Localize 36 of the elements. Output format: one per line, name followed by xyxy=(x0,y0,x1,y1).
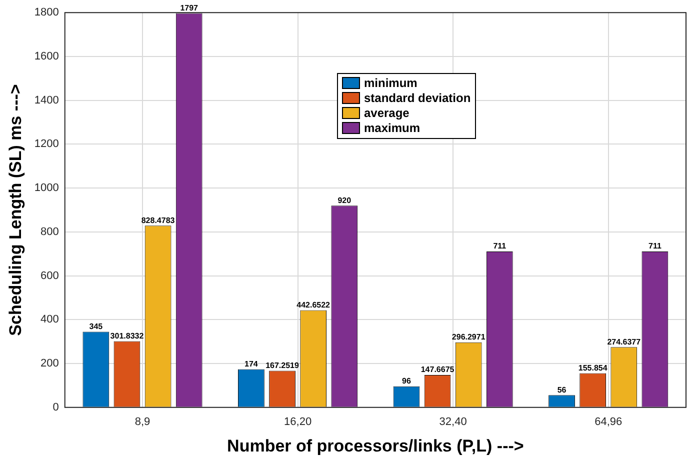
data-label: 301.8332 xyxy=(110,331,144,340)
legend-label: minimum xyxy=(364,76,418,90)
data-label: 174 xyxy=(244,359,258,368)
x-tick-label: 32,40 xyxy=(439,416,467,428)
x-tick-label: 16,20 xyxy=(284,416,312,428)
x-tick-label: 8,9 xyxy=(134,416,150,428)
y-tick-label: 200 xyxy=(40,358,59,370)
y-tick-label: 1200 xyxy=(34,138,59,150)
data-label: 96 xyxy=(402,376,412,386)
data-label: 920 xyxy=(338,196,352,205)
y-tick-label: 600 xyxy=(40,270,59,282)
data-label: 274.6377 xyxy=(607,337,642,346)
data-label: 711 xyxy=(493,242,507,251)
data-label: 345 xyxy=(89,322,104,331)
data-label: 167.2519 xyxy=(266,360,300,370)
y-tick-label: 0 xyxy=(52,401,59,414)
data-label: 155.854 xyxy=(578,363,608,372)
x-axis-title: Number of processors/links (P,L) ---> xyxy=(227,436,524,456)
y-tick-label: 1800 xyxy=(34,6,59,19)
data-label: 442.6522 xyxy=(296,300,331,310)
y-tick-label: 1600 xyxy=(34,50,59,62)
y-tick-label: 400 xyxy=(40,314,59,326)
data-label: 1797 xyxy=(180,3,199,12)
y-tick-label: 1400 xyxy=(34,94,59,106)
data-label: 147.6675 xyxy=(420,365,455,374)
legend-label: average xyxy=(364,106,410,120)
data-label: 711 xyxy=(648,242,662,251)
y-axis-title: Scheduling Length (SL) ms ---> xyxy=(6,84,25,336)
legend-label: standard deviation xyxy=(364,91,471,106)
x-tick-label: 64,96 xyxy=(594,416,622,428)
y-tick-label: 800 xyxy=(40,226,59,238)
data-label: 296.2971 xyxy=(452,332,486,342)
y-tick-label: 1000 xyxy=(34,182,59,194)
data-label: 56 xyxy=(557,385,567,394)
legend-label: maximum xyxy=(364,121,420,136)
data-label: 828.4783 xyxy=(141,216,176,225)
